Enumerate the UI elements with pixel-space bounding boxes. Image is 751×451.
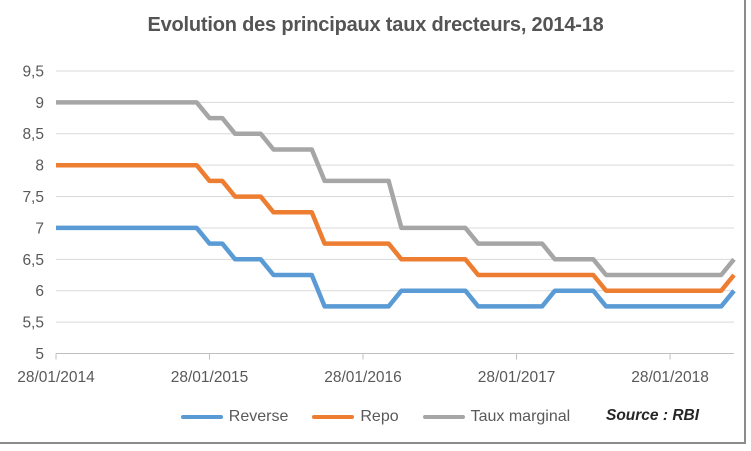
repo-line-swatch-icon	[312, 414, 355, 420]
taux-marginal-line-swatch-icon	[422, 414, 465, 420]
series-line-taux-marginal	[56, 100, 736, 278]
y-axis-tick-label: 5	[35, 346, 44, 363]
y-axis-tick-label: 8,5	[22, 126, 44, 143]
legend-item-repo: Repo	[312, 408, 399, 426]
reverse-line-swatch-icon	[180, 414, 223, 420]
source-note: Source : RBI	[606, 407, 700, 424]
x-axis-tick-label: 28/01/2018	[631, 369, 709, 386]
y-axis-tick-label: 7,5	[22, 189, 44, 206]
y-axis-tick-label: 8	[35, 158, 44, 175]
legend-item-taux-marginal: Taux marginal	[422, 408, 571, 426]
x-axis-tick-label: 28/01/2015	[171, 369, 249, 386]
y-axis-tick-label: 5,5	[22, 315, 44, 332]
legend-item-reverse: Reverse	[180, 408, 289, 426]
y-axis-tick-label: 9	[35, 95, 44, 112]
y-axis-tick-label: 9,5	[22, 63, 44, 80]
legend-label-reverse: Reverse	[228, 408, 289, 425]
x-axis-tick-label: 28/01/2017	[478, 369, 556, 386]
chart-title: Evolution des principaux taux drecteurs,…	[147, 14, 604, 36]
legend-label-taux-marginal: Taux marginal	[470, 408, 571, 425]
y-axis-tick-label: 7	[35, 220, 44, 237]
x-axis-tick-label: 28/01/2014	[17, 369, 95, 386]
series-line-reverse	[56, 225, 736, 309]
y-axis-tick-label: 6	[35, 283, 44, 300]
series-line-repo	[56, 162, 736, 293]
y-axis-tick-label: 6,5	[22, 252, 44, 269]
legend: Reverse Repo Taux marginal	[0, 406, 751, 428]
legend-label-repo: Repo	[360, 408, 399, 425]
x-axis-tick-label: 28/01/2016	[324, 369, 402, 386]
